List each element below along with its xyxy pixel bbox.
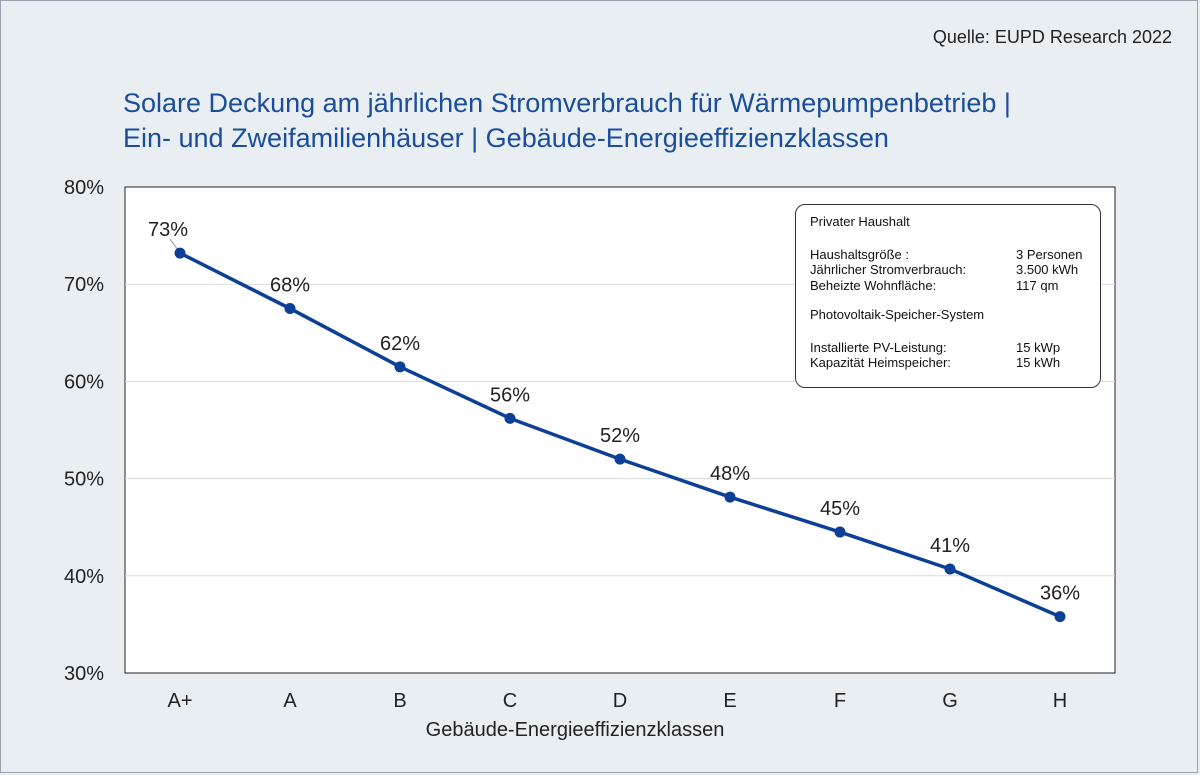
data-label: 68% [270,275,310,297]
info-heading-household: Privater Haushalt [810,214,910,229]
y-tick-label: 80% [64,177,104,199]
info-value: 15 kWh [1016,355,1061,370]
x-tick-label: D [613,690,627,712]
data-point [504,412,516,424]
data-label: 41% [930,535,970,557]
data-point [614,453,626,465]
y-tick-label: 70% [64,274,104,296]
x-tick-label: F [834,690,846,712]
data-label-leader [169,238,179,251]
y-tick-label: 60% [64,371,104,393]
chart-title-line-2: Ein- und Zweifamilienhäuser | Gebäude-En… [123,123,889,153]
x-axis-ticks: A+ A B C D E F G H [167,690,1067,712]
info-row: Beheizte Wohnfläche: 117 qm [810,278,1100,294]
data-point [724,491,736,503]
chart-title-line-1: Solare Deckung am jährlichen Stromverbra… [123,88,1011,118]
info-row: Kapazität Heimspeicher: 15 kWh [810,355,1100,371]
x-tick-label: B [393,690,406,712]
info-row: Jährlicher Stromverbrauch: 3.500 kWh [810,262,1100,278]
x-tick-label: G [942,690,958,712]
info-key: Beheizte Wohnfläche: [810,277,937,293]
info-row: Installierte PV-Leistung: 15 kWp [810,340,1100,356]
info-value: 3.500 kWh [1016,262,1079,277]
y-tick-label: 50% [64,469,104,491]
chart-title: Solare Deckung am jährlichen Stromverbra… [123,86,1011,156]
series-solare-deckung: 73% 68% 62% 56% 52% 48% 45% 41% 36% [148,219,1080,623]
data-point [944,563,956,575]
y-axis-ticks: 30% 40% 50% 60% 70% 80% [64,177,104,685]
info-key: Kapazität Heimspeicher: [810,355,951,370]
info-row: Haushaltsgröße : 3 Personen [810,247,1100,263]
data-point [284,303,296,314]
data-point [1054,611,1066,623]
data-label: 52% [600,425,640,447]
data-label: 45% [820,498,860,520]
y-tick-label: 30% [64,663,104,685]
data-label: 48% [710,463,750,485]
x-tick-label: H [1053,690,1067,712]
data-label: 56% [490,384,530,406]
info-heading-system: Photovoltaik-Speicher-System [810,307,985,322]
y-tick-label: 40% [64,566,104,588]
data-point [834,526,846,538]
data-point [394,361,406,373]
data-point [174,247,186,259]
info-key: Haushaltsgröße : [810,246,909,262]
x-tick-label: A+ [167,690,192,712]
info-value: 117 qm [1016,277,1059,293]
info-key: Installierte PV-Leistung: [810,339,947,355]
data-label: 62% [380,333,420,355]
x-axis-label: Gebäude-Energieeffizienzklassen [426,719,725,741]
x-tick-label: A [283,690,297,712]
data-label: 36% [1040,583,1080,605]
data-label: 73% [148,219,188,241]
info-value: 15 kWp [1016,339,1061,355]
info-value: 3 Personen [1016,246,1083,262]
x-tick-label: C [503,690,517,712]
x-tick-label: E [723,690,736,712]
info-box: Privater Haushalt Haushaltsgröße : 3 Per… [795,204,1101,388]
info-key: Jährlicher Stromverbrauch: [810,262,967,277]
source-note: Quelle: EUPD Research 2022 [932,27,1172,47]
